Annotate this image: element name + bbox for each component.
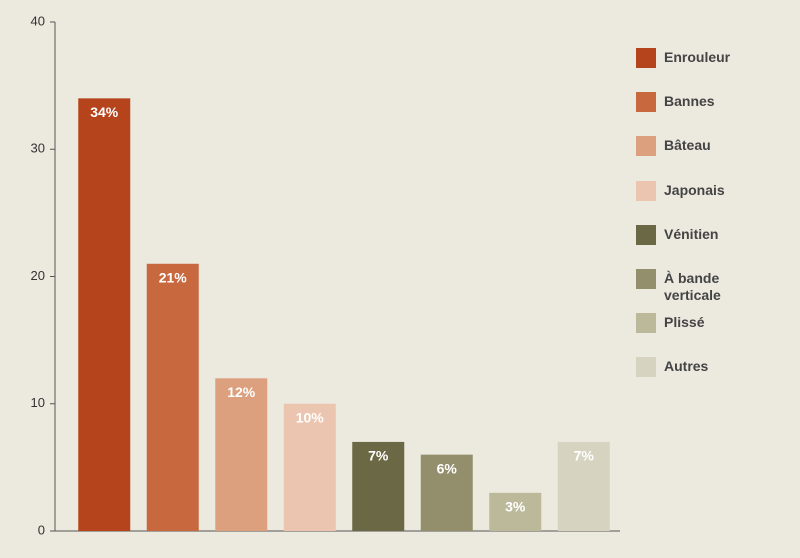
- legend-label: Vénitien: [664, 225, 719, 242]
- value-label: 7%: [574, 448, 595, 464]
- bar: [146, 263, 199, 531]
- value-label: 10%: [296, 409, 325, 425]
- bar: [420, 454, 473, 531]
- legend-swatch: [636, 92, 656, 113]
- value-label: 12%: [227, 384, 256, 400]
- y-tick-label: 0: [38, 522, 45, 537]
- legend-label: Japonais: [664, 181, 725, 198]
- legend-item: Japonais: [636, 180, 749, 201]
- legend-swatch: [636, 48, 656, 68]
- legend-label: À bande verticale: [664, 270, 721, 303]
- bar: [489, 492, 542, 531]
- legend-label: Autres: [664, 358, 709, 375]
- legend-item: À bande verticale: [636, 269, 749, 304]
- legend-item: Bannes: [636, 92, 749, 113]
- legend-item: Enrouleur: [636, 48, 749, 68]
- legend-label: Enrouleur: [664, 49, 731, 65]
- y-tick-label: 40: [31, 13, 45, 28]
- value-label: 34%: [90, 104, 119, 120]
- legend-swatch: [636, 180, 656, 201]
- legend-label: Bâteau: [664, 137, 711, 154]
- legend-label: Plissé: [664, 314, 705, 331]
- y-tick-label: 30: [31, 141, 45, 156]
- y-tick-label: 10: [31, 395, 45, 410]
- value-label: 7%: [368, 448, 389, 464]
- legend-item: Bâteau: [636, 136, 749, 157]
- legend-item: Plissé: [636, 313, 749, 334]
- y-tick-label: 20: [31, 268, 45, 283]
- value-label: 6%: [437, 460, 458, 476]
- bar: [283, 403, 336, 531]
- bar: [557, 441, 610, 531]
- legend-swatch: [636, 357, 656, 378]
- legend-item: Vénitien: [636, 224, 749, 245]
- bar: [352, 441, 405, 531]
- legend-swatch: [636, 224, 656, 245]
- bar: [215, 378, 268, 531]
- legend-swatch: [636, 313, 656, 334]
- value-label: 3%: [505, 499, 526, 515]
- value-label: 21%: [159, 269, 188, 285]
- legend-label: Bannes: [664, 93, 715, 110]
- legend-swatch: [636, 269, 656, 289]
- bar: [78, 98, 131, 531]
- legend-item: Autres: [636, 357, 749, 378]
- legend-swatch: [636, 136, 656, 157]
